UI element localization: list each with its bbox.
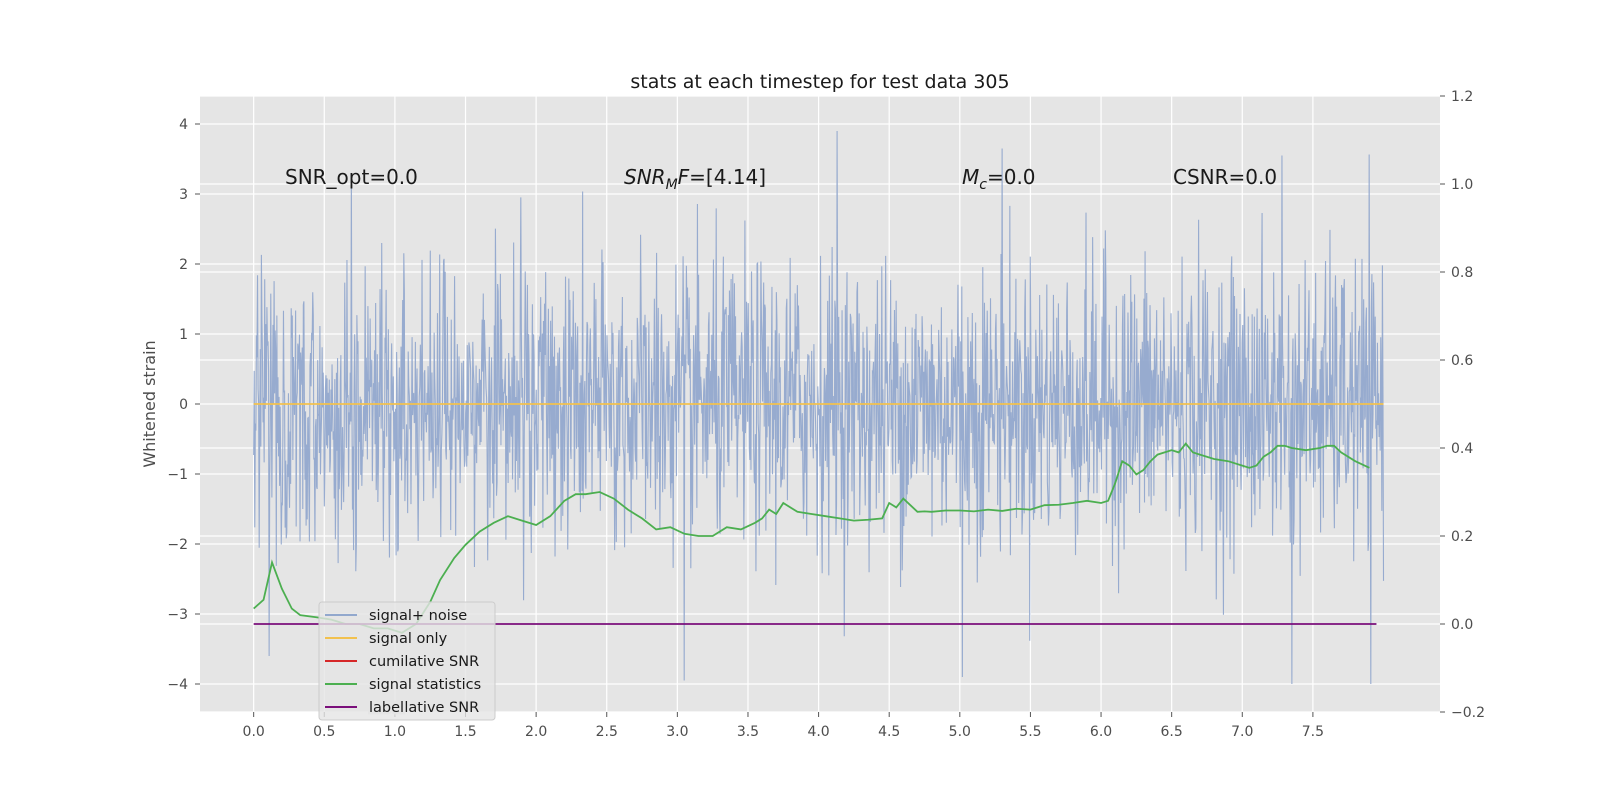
y-tick-label: 2 xyxy=(179,257,188,273)
legend: signal+ noise signal only cumilative SNR… xyxy=(318,601,496,721)
x-tick-label: 6.5 xyxy=(1161,724,1183,740)
x-tick-label: 1.5 xyxy=(454,724,476,740)
x-tick-label: 7.0 xyxy=(1231,724,1253,740)
annotation-snr-mf-symbol: SNR xyxy=(624,165,666,189)
x-tick-label: 5.5 xyxy=(1019,724,1041,740)
y2-tick-label: 0.2 xyxy=(1451,529,1473,545)
y2-tick-label: 0.8 xyxy=(1451,265,1473,281)
chart-title: stats at each timestep for test data 305 xyxy=(630,71,1009,93)
y-tick-label: −4 xyxy=(167,677,188,693)
series-line-signal-statistics xyxy=(253,442,1370,634)
x-tick-label: 6.0 xyxy=(1090,724,1112,740)
annotation-mc-symbol: M xyxy=(962,165,979,189)
legend-label-signal-noise: signal+ noise xyxy=(369,608,467,624)
legend-label-label: label xyxy=(369,700,404,716)
x-tick-label: 0.5 xyxy=(313,724,335,740)
y-tick-label: 3 xyxy=(179,187,188,203)
annotation-snr-mf-f: F xyxy=(678,165,690,189)
y-tick-label: −1 xyxy=(167,467,188,483)
annotation-mc-value: =0.0 xyxy=(987,165,1036,189)
x-tick-label: 7.5 xyxy=(1302,724,1324,740)
x-tick-label: 4.0 xyxy=(807,724,829,740)
x-tick-label: 2.5 xyxy=(596,724,618,740)
y2-tick-label: 1.0 xyxy=(1451,177,1473,193)
x-tick-label: 0.0 xyxy=(243,724,265,740)
x-tick-label: 4.5 xyxy=(878,724,900,740)
axis-ticks: 0.0 0.5 1.0 1.5 2.0 2.5 3.0 3.5 4.0 4.5 5.0 5.5 6.0 6… xyxy=(167,89,1485,740)
y2-tick-label: 0.0 xyxy=(1451,617,1473,633)
legend-ghost-cumilative-snr: cumilative SNR xyxy=(369,700,479,716)
annotation-snr-mf: SNRMF=[4.14] xyxy=(624,165,766,193)
annotation-snr-mf-subscript: M xyxy=(666,177,678,193)
legend-box xyxy=(318,601,496,721)
y-tick-label: −2 xyxy=(167,537,188,553)
x-tick-label: 3.5 xyxy=(737,724,759,740)
y-axis-label: Whitened strain xyxy=(140,340,159,467)
series-line-signal-noise xyxy=(253,130,1385,685)
legend-label-signal-statistics: signal statistics xyxy=(369,677,481,693)
legend-label-signal-only: signal only xyxy=(369,631,448,647)
annotation-snr-mf-value: =[4.14] xyxy=(689,165,766,189)
y2-tick-label: 0.4 xyxy=(1451,441,1473,457)
x-tick-label: 2.0 xyxy=(525,724,547,740)
y-tick-label: −3 xyxy=(167,607,188,623)
y2-tick-label: 1.2 xyxy=(1451,89,1473,105)
annotation-snr-opt: SNR_opt=0.0 xyxy=(285,165,418,189)
y-tick-label: 1 xyxy=(179,327,188,343)
x-tick-label: 1.0 xyxy=(384,724,406,740)
x-tick-label: 3.0 xyxy=(666,724,688,740)
legend-label-cumilative-snr: cumilative SNR xyxy=(369,654,479,670)
y2-tick-label: −0.2 xyxy=(1451,705,1485,721)
annotation-mc: Mc=0.0 xyxy=(962,165,1036,193)
y2-tick-label: 0.6 xyxy=(1451,353,1473,369)
y-tick-label: 4 xyxy=(179,117,188,133)
x-tick-label: 5.0 xyxy=(949,724,971,740)
annotation-mc-subscript: c xyxy=(979,177,987,193)
annotation-csnr: CSNR=0.0 xyxy=(1173,165,1277,189)
y-tick-label: 0 xyxy=(179,397,188,413)
